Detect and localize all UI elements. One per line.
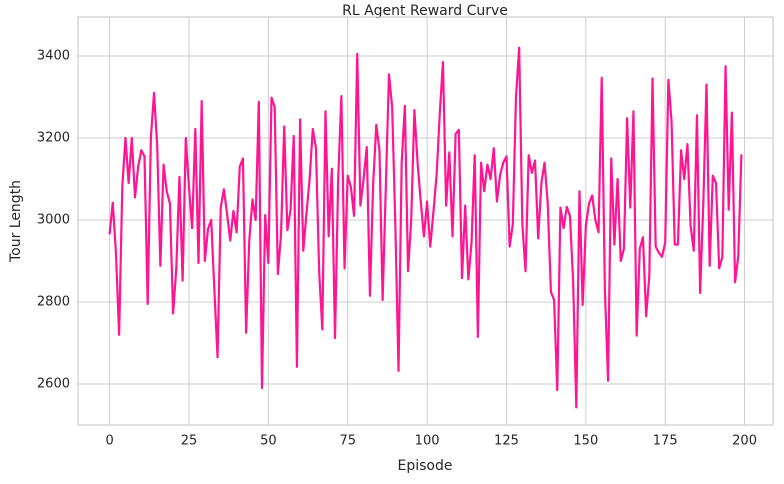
x-tick-label: 175 (653, 434, 678, 449)
y-axis-label: Tour Length (8, 180, 24, 263)
x-tick-label: 100 (415, 434, 440, 449)
x-tick-label: 0 (105, 434, 113, 449)
y-tick-label: 3200 (37, 130, 70, 145)
x-tick-label: 150 (573, 434, 598, 449)
x-tick-label: 75 (339, 434, 356, 449)
x-axis-label: Episode (398, 458, 453, 474)
x-tick-label: 200 (732, 434, 757, 449)
y-tick-label: 3400 (37, 48, 70, 63)
plot-frame (77, 16, 774, 426)
y-tick-label: 2800 (37, 294, 70, 309)
x-tick-label: 50 (260, 434, 277, 449)
x-tick-label: 25 (181, 434, 198, 449)
chart-title: RL Agent Reward Curve (342, 3, 508, 19)
line-series (108, 46, 743, 409)
y-tick-label: 2600 (37, 376, 70, 391)
x-tick-label: 125 (494, 434, 519, 449)
y-tick-label: 3000 (37, 212, 70, 227)
